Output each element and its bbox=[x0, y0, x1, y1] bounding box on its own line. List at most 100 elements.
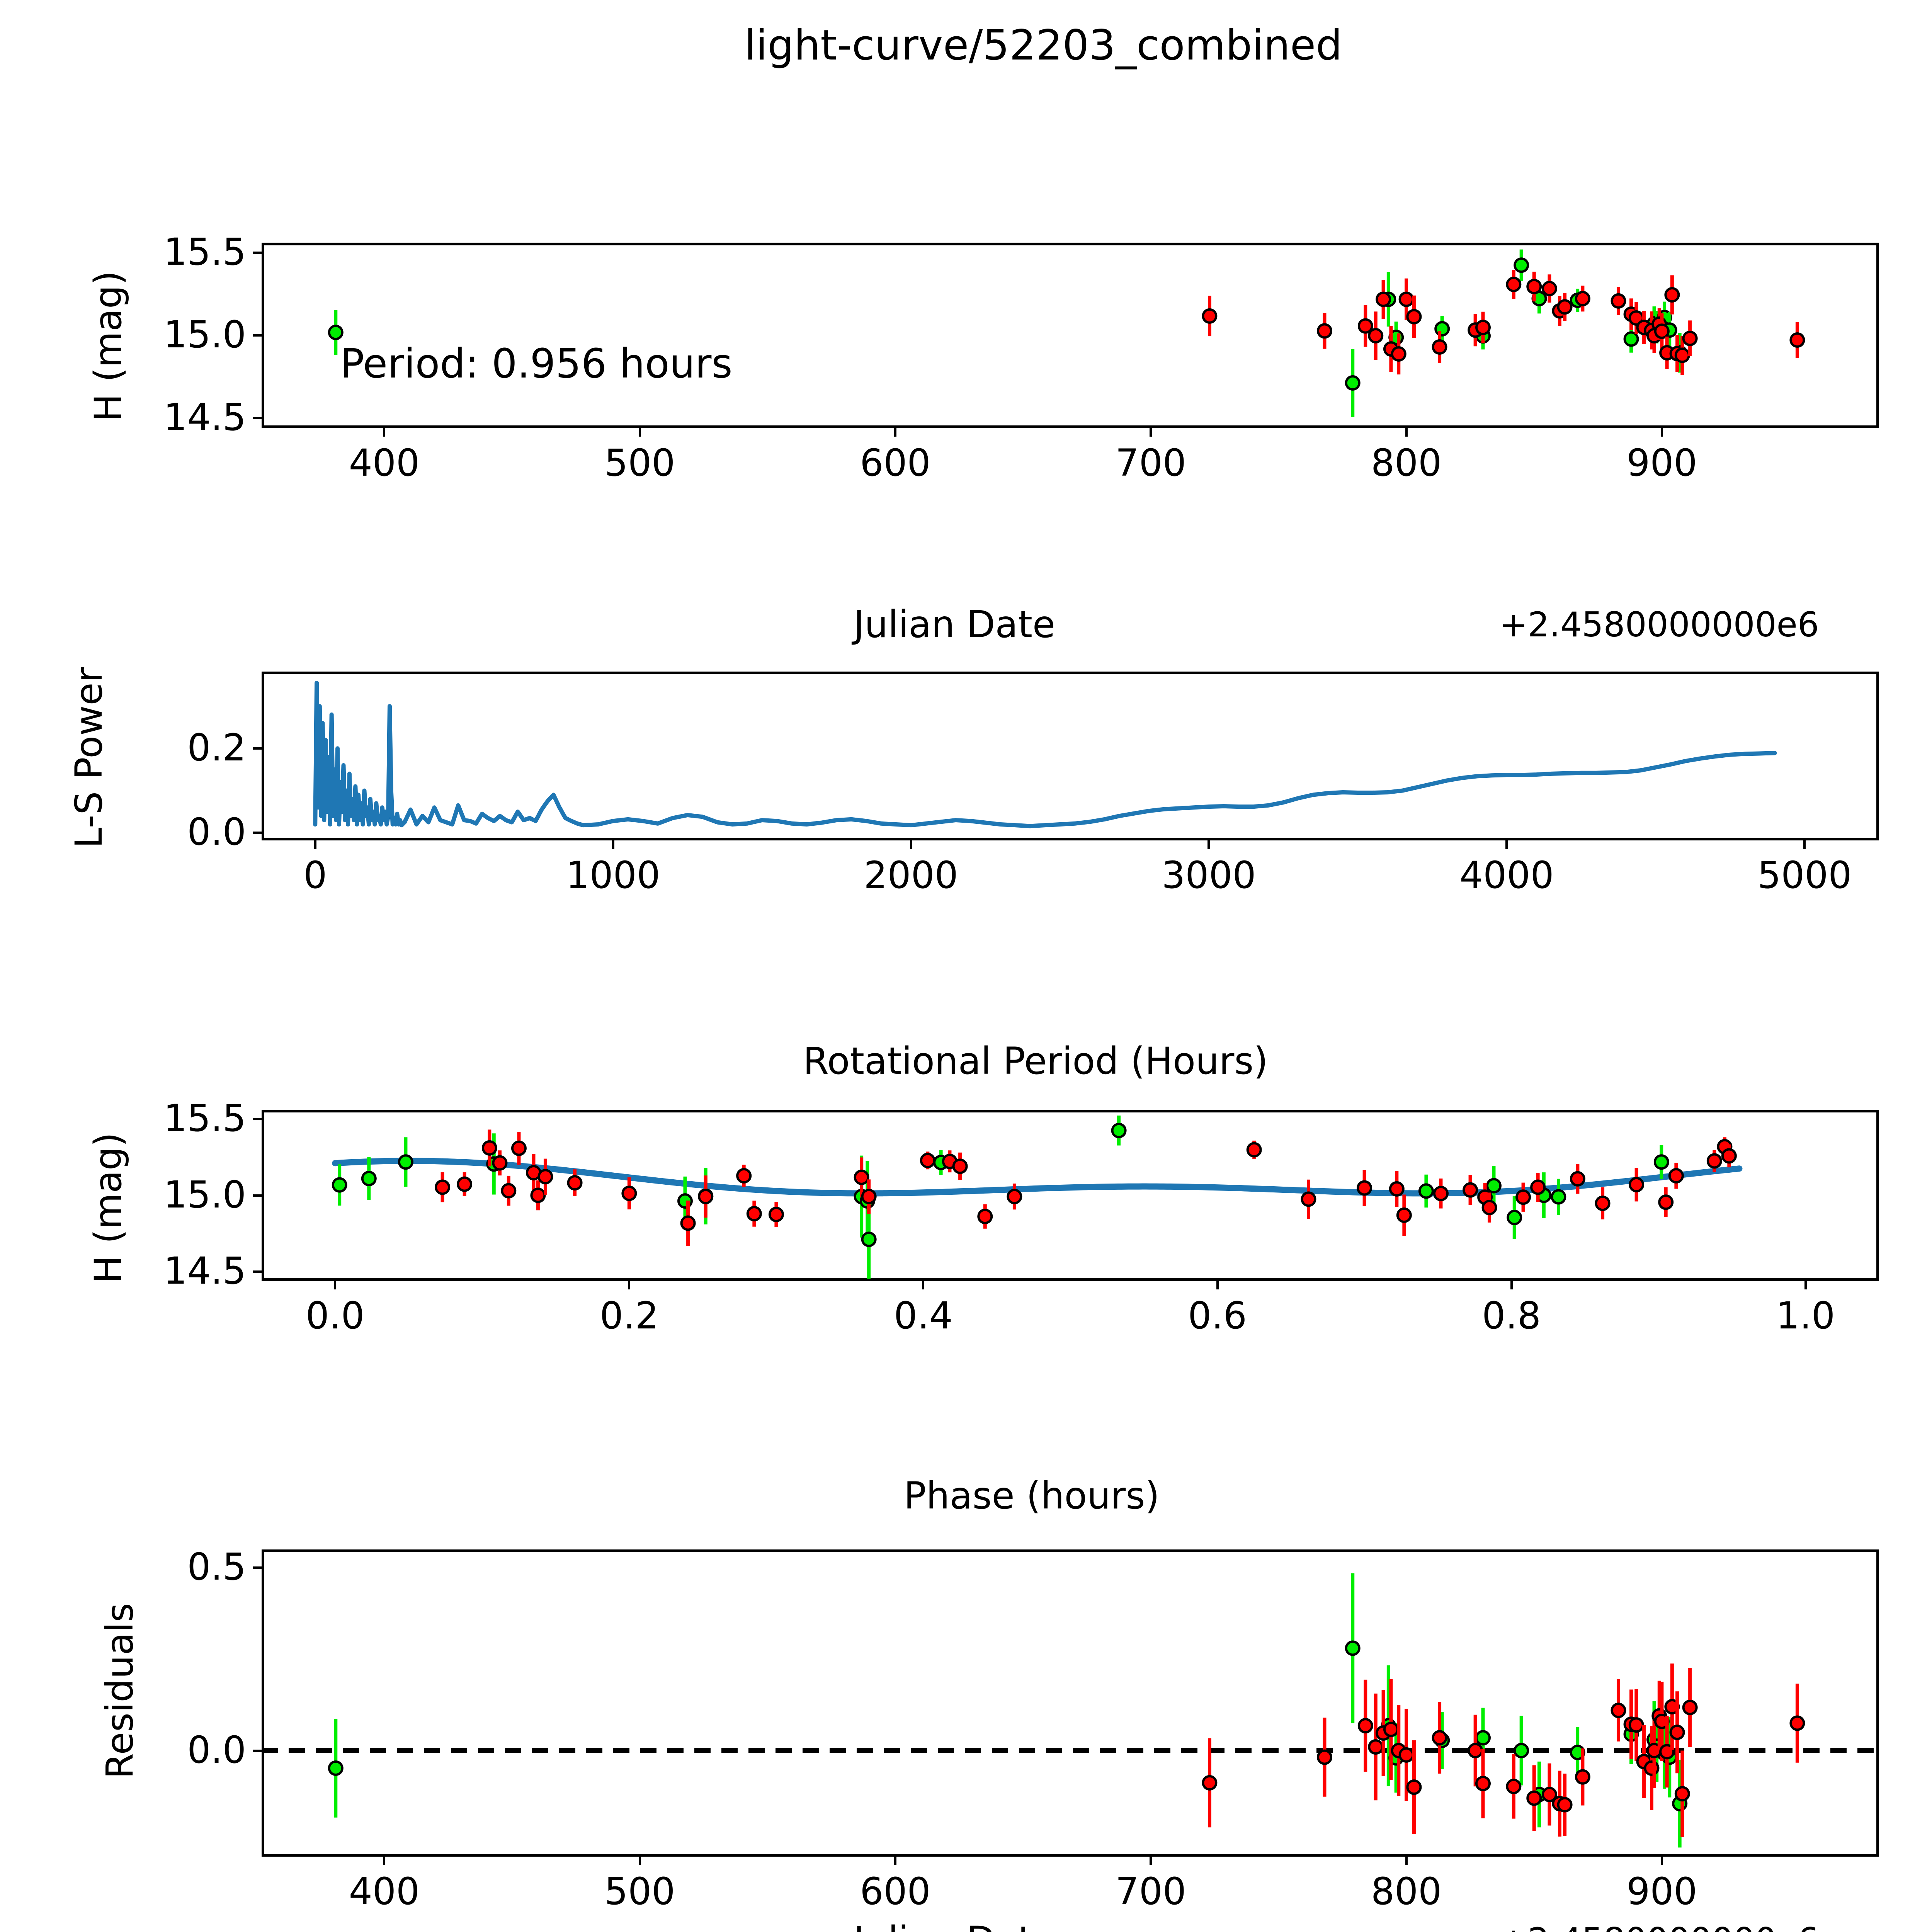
data-point bbox=[511, 1140, 527, 1156]
data-point bbox=[1557, 1797, 1573, 1813]
phase-fold-x-tick-0.8: 0.8 bbox=[1482, 1294, 1541, 1337]
data-point bbox=[621, 1185, 637, 1201]
periodogram-x-tick-1000: 1000 bbox=[566, 854, 660, 897]
data-point bbox=[768, 1206, 784, 1222]
series-red bbox=[1202, 1663, 1805, 1837]
x-tick-mark bbox=[1150, 428, 1152, 437]
light-curve-y-tick-15.5: 15.5 bbox=[163, 230, 246, 274]
data-point bbox=[361, 1170, 377, 1186]
data-point bbox=[1721, 1148, 1737, 1164]
data-point bbox=[1357, 318, 1373, 334]
periodogram-x-tick-3000: 3000 bbox=[1162, 854, 1256, 897]
data-point bbox=[1570, 1171, 1585, 1187]
data-point bbox=[746, 1206, 762, 1221]
x-tick-mark bbox=[1804, 1281, 1807, 1289]
series-red bbox=[1202, 270, 1805, 375]
data-point bbox=[1007, 1189, 1022, 1204]
data-point bbox=[332, 1177, 347, 1193]
data-point bbox=[1434, 321, 1450, 337]
y-tick-mark bbox=[253, 334, 262, 337]
series-red bbox=[435, 1129, 1737, 1246]
x-tick-mark bbox=[334, 1281, 337, 1289]
x-tick-mark bbox=[894, 1857, 896, 1865]
x-tick-mark bbox=[894, 428, 896, 437]
data-point bbox=[861, 1231, 877, 1247]
data-point bbox=[1432, 1730, 1447, 1746]
residuals-plot-area bbox=[262, 1573, 1879, 1848]
data-point bbox=[1475, 1776, 1491, 1791]
light-curve-x-tick-500: 500 bbox=[604, 441, 675, 485]
data-point bbox=[1682, 1699, 1698, 1715]
data-point bbox=[1629, 1177, 1645, 1192]
data-point bbox=[1668, 1168, 1684, 1184]
data-point bbox=[1368, 1739, 1384, 1755]
light-curve-x-label: Julian Date bbox=[853, 603, 1056, 646]
periodogram-x-label: Rotational Period (Hours) bbox=[803, 1039, 1268, 1083]
data-point bbox=[1376, 291, 1391, 307]
periodogram-y-tick-0.0: 0.0 bbox=[187, 810, 246, 854]
data-point bbox=[1595, 1196, 1611, 1211]
data-point bbox=[1659, 1744, 1675, 1760]
x-tick-mark bbox=[922, 1281, 925, 1289]
data-point bbox=[1389, 1181, 1405, 1197]
period-annotation: Period: 0.956 hours bbox=[340, 340, 733, 387]
data-point bbox=[1383, 1721, 1399, 1737]
x-tick-mark bbox=[1505, 840, 1508, 849]
data-point bbox=[328, 1760, 344, 1776]
figure-title: light-curve/52203_combined bbox=[744, 21, 1342, 70]
data-point bbox=[1202, 308, 1218, 324]
data-point bbox=[1433, 1185, 1449, 1201]
x-tick-mark bbox=[383, 1857, 386, 1865]
data-point bbox=[1398, 291, 1414, 307]
data-point bbox=[1669, 1725, 1685, 1740]
panel-residuals bbox=[262, 1549, 1879, 1857]
x-tick-mark bbox=[638, 1857, 641, 1865]
light-curve-y-tick-14.5: 14.5 bbox=[163, 396, 246, 439]
y-tick-mark bbox=[253, 1270, 262, 1273]
data-point bbox=[1398, 1747, 1414, 1763]
residuals-x-tick-400: 400 bbox=[349, 1870, 420, 1913]
x-tick-mark bbox=[1660, 1857, 1663, 1865]
data-point bbox=[1682, 330, 1698, 346]
data-point bbox=[1789, 332, 1805, 348]
data-point bbox=[1514, 1743, 1529, 1759]
residuals-x-offset: +2.4580000000e6 bbox=[1499, 1920, 1819, 1932]
phase-folded-plot-area bbox=[332, 1116, 1743, 1279]
x-tick-mark bbox=[1208, 840, 1210, 849]
data-point bbox=[1202, 1775, 1218, 1791]
light-curve-x-tick-700: 700 bbox=[1115, 441, 1186, 485]
data-point bbox=[1391, 346, 1406, 362]
data-point bbox=[457, 1176, 473, 1192]
y-tick-mark bbox=[253, 747, 262, 750]
x-tick-mark bbox=[612, 840, 614, 849]
periodogram-x-tick-5000: 5000 bbox=[1757, 854, 1852, 897]
data-point bbox=[952, 1158, 968, 1174]
data-point bbox=[1316, 1749, 1332, 1765]
y-tick-mark bbox=[253, 251, 262, 254]
residuals-x-tick-600: 600 bbox=[860, 1870, 931, 1913]
data-point bbox=[1345, 1640, 1361, 1656]
data-point bbox=[1111, 1122, 1127, 1138]
data-point bbox=[481, 1140, 497, 1156]
data-point bbox=[1301, 1191, 1316, 1207]
data-point bbox=[1526, 279, 1542, 294]
periodogram-x-tick-4000: 4000 bbox=[1459, 854, 1554, 897]
data-point bbox=[1530, 1179, 1546, 1195]
data-point bbox=[1463, 1182, 1478, 1198]
x-tick-mark bbox=[1405, 1857, 1408, 1865]
residuals-y-tick-0.0: 0.0 bbox=[187, 1728, 246, 1772]
data-point bbox=[537, 1169, 553, 1185]
phase-fold-x-tick-0.6: 0.6 bbox=[1188, 1294, 1247, 1337]
data-point bbox=[1611, 293, 1626, 309]
data-point bbox=[1357, 1718, 1373, 1734]
residuals-x-tick-700: 700 bbox=[1115, 1870, 1186, 1913]
phase-fold-y-tick-14.5: 14.5 bbox=[163, 1249, 246, 1293]
data-point bbox=[1644, 1760, 1660, 1776]
x-tick-mark bbox=[1660, 428, 1663, 437]
light-curve-x-tick-400: 400 bbox=[349, 441, 420, 485]
data-point bbox=[1357, 1180, 1372, 1196]
x-tick-mark bbox=[1216, 1281, 1219, 1289]
phase-fold-x-tick-0.0: 0.0 bbox=[305, 1294, 365, 1337]
y-tick-mark bbox=[253, 1749, 262, 1752]
periodogram-y-tick-0.2: 0.2 bbox=[187, 726, 246, 769]
